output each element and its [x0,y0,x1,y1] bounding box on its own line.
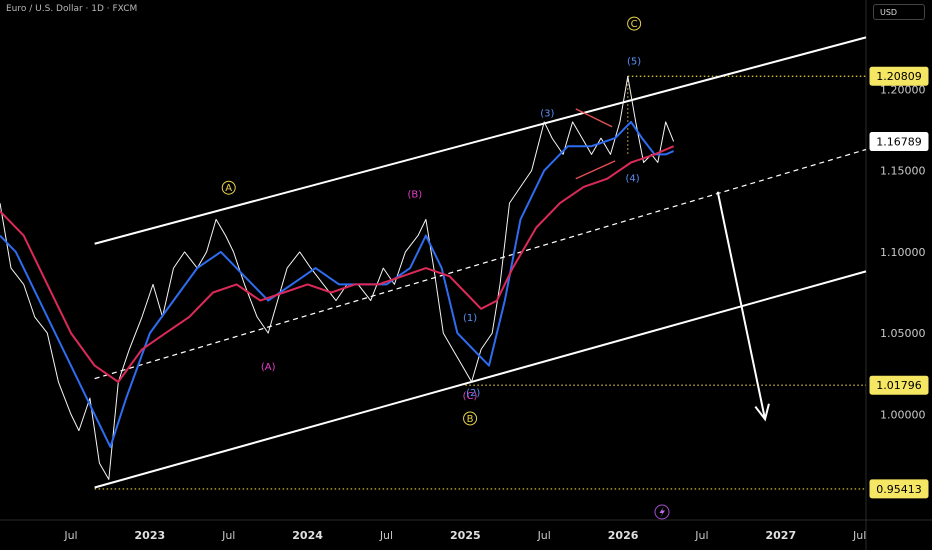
y-tick-label: 1.00000 [880,408,926,421]
x-tick-label: Jul [379,529,393,542]
channel-boundary-line [94,270,867,489]
wave-label: (3) [540,108,554,119]
x-tick-label: Jul [694,529,708,542]
price-tag [869,66,929,86]
wave-label: C [631,19,638,30]
price-tag [869,132,929,152]
x-tick-label: Jul [852,529,866,542]
x-tick-label: 2023 [135,529,166,542]
red-trendline-annotation [575,108,613,128]
currency-button[interactable]: USD [873,4,925,20]
red-trendline-annotation [575,160,616,180]
ma-slow-line [0,145,674,383]
wave-label: (C) [463,391,478,402]
y-tick-label: 1.10000 [880,246,926,259]
lightning-icon-bolt [659,507,665,517]
x-tick-label: 2026 [608,529,639,542]
wave-label-circle [221,180,236,195]
x-tick-label: Jul [63,529,77,542]
x-tick-label: 2024 [292,529,323,542]
price-tag-label: 0.95413 [876,483,922,496]
projection-arrow-shaft [716,191,767,420]
x-tick-label: Jul [537,529,551,542]
wave-label-circle [463,411,478,426]
wave-label: (1) [463,313,477,324]
wave-label: (5) [627,56,641,67]
price-tag-label: 1.01796 [876,379,922,392]
projection-arrow-head [754,403,770,422]
x-tick-label: 2027 [766,529,797,542]
channel-midline [94,148,867,380]
x-tick-label: 2025 [450,529,481,542]
wave-label: (A) [261,362,276,373]
price-tag [869,479,929,499]
wave-label: A [225,183,232,194]
chart-title: Euro / U.S. Dollar · 1D · FXCM [6,4,138,14]
wave-label: (2) [466,388,480,399]
y-tick-label: 1.20000 [880,83,926,96]
wave-label-circle [627,16,642,31]
price-tag [869,375,929,395]
wave-label: B [467,414,474,425]
lightning-icon-ring [654,504,670,520]
x-tick-label: Jul [221,529,235,542]
wave-label: (B) [408,190,423,201]
wave-label: (4) [625,173,639,184]
y-tick-label: 1.05000 [880,327,926,340]
lightning-icon [654,504,670,520]
price-tag-label: 1.16789 [876,136,922,149]
price-tag-label: 1.20809 [876,70,922,83]
channel-boundary-line [94,36,867,245]
y-tick-label: 1.15000 [880,165,926,178]
